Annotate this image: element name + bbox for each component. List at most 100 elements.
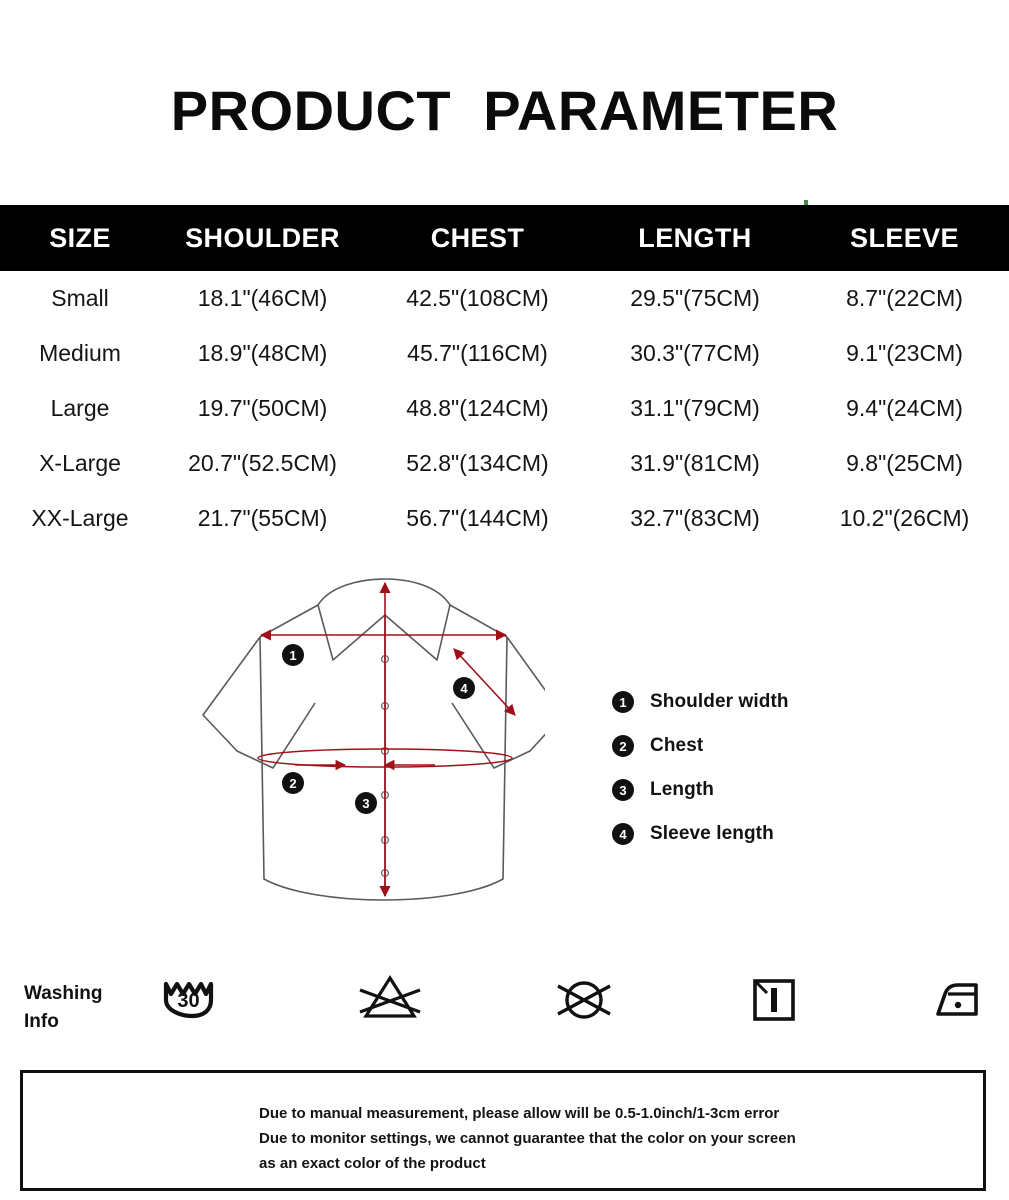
marker-1-circle bbox=[282, 644, 304, 666]
legend-label-sleeve-length: Sleeve length bbox=[650, 823, 774, 844]
table-body: Small 18.1"(46CM) 42.5"(108CM) 29.5"(75C… bbox=[0, 271, 1009, 546]
bleach-cross-line-2 bbox=[359, 988, 421, 1014]
disclaimer-line-3: as an exact color of the product bbox=[259, 1155, 486, 1172]
care-symbols-row: 30 bbox=[140, 962, 1000, 1038]
iron-heat-dot bbox=[954, 1001, 962, 1009]
legend-item-shoulder-width: 1 Shoulder width bbox=[612, 680, 892, 724]
cell-shoulder: 21.7"(55CM) bbox=[197, 505, 328, 531]
right-yoke-line bbox=[449, 604, 508, 638]
legend-item-chest: 2 Chest bbox=[612, 724, 892, 768]
cell-length: 30.3"(77CM) bbox=[630, 340, 760, 366]
shirt-measurement-diagram: 1 2 3 4 bbox=[185, 555, 564, 925]
column-header-sleeve: SLEEVE bbox=[850, 222, 959, 253]
cell-size: X-Large bbox=[39, 450, 121, 476]
cell-chest: 48.8"(124CM) bbox=[406, 395, 549, 421]
legend-badge-2-icon: 2 bbox=[612, 735, 634, 757]
cell-shoulder: 18.9"(48CM) bbox=[197, 340, 328, 366]
table-header-row: SIZE SHOULDER CHEST LENGTH SLEEVE bbox=[0, 205, 1009, 271]
cell-length: 29.5"(75CM) bbox=[630, 285, 760, 311]
cell-shoulder: 20.7"(52.5CM) bbox=[188, 450, 337, 476]
bleach-triangle-shape bbox=[363, 975, 417, 1018]
table-row: Small 18.1"(46CM) 42.5"(108CM) 29.5"(75C… bbox=[0, 271, 1009, 326]
cell-sleeve: 10.2"(26CM) bbox=[839, 505, 970, 531]
diagram-markers: 1 2 3 4 bbox=[282, 644, 475, 814]
washing-info-label: Washing Info bbox=[24, 980, 144, 1035]
shirt-outline bbox=[202, 578, 564, 901]
table-header: SIZE SHOULDER CHEST LENGTH SLEEVE bbox=[0, 205, 1009, 271]
do-not-dry-clean-svg bbox=[557, 981, 611, 1019]
dry-square-shape bbox=[753, 979, 795, 1021]
machine-wash-30-icon: 30 bbox=[154, 962, 230, 1038]
legend-badge-3-icon: 3 bbox=[612, 779, 634, 801]
marker-1-label: 1 bbox=[289, 648, 296, 663]
marker-2-label: 2 bbox=[289, 776, 296, 791]
disclaimer-line-2: Due to monitor settings, we cannot guara… bbox=[259, 1130, 796, 1147]
shirt-diagram-svg: 1 2 3 4 bbox=[202, 578, 564, 901]
do-not-dry-clean-icon bbox=[546, 962, 622, 1038]
marker-3-circle bbox=[355, 792, 377, 814]
drip-dry-in-shade-icon bbox=[736, 962, 812, 1038]
dry-clean-circle-shape bbox=[565, 981, 603, 1019]
washing-info-line2: Info bbox=[24, 1010, 59, 1032]
legend-label-shoulder-width: Shoulder width bbox=[650, 691, 789, 712]
drip-dry-in-shade-svg bbox=[753, 979, 795, 1021]
measurement-legend: 1 Shoulder width 2 Chest 3 Length 4 Slee… bbox=[612, 680, 892, 856]
page-title: PRODUCT PARAMETER bbox=[170, 79, 839, 142]
cell-size: Large bbox=[50, 395, 110, 421]
legend-label-chest: Chest bbox=[650, 735, 704, 756]
table-row: Large 19.7"(50CM) 48.8"(124CM) 31.1"(79C… bbox=[0, 381, 1009, 436]
size-chart-table: SIZE SHOULDER CHEST LENGTH SLEEVE Small … bbox=[0, 205, 1009, 546]
cell-size: Medium bbox=[39, 340, 121, 366]
disclaimer-box: Due to manual measurement, please allow … bbox=[20, 1070, 986, 1191]
marker-2-circle bbox=[282, 772, 304, 794]
cell-length: 31.9"(81CM) bbox=[630, 450, 760, 476]
column-header-shoulder: SHOULDER bbox=[185, 222, 340, 253]
collar-path bbox=[317, 604, 451, 661]
sleeve-measure-arrow bbox=[453, 648, 516, 716]
legend-badge-1-icon: 1 bbox=[612, 691, 634, 713]
legend-badge-4-icon: 4 bbox=[612, 823, 634, 845]
legend-item-length: 3 Length bbox=[612, 768, 892, 812]
cell-chest: 56.7"(144CM) bbox=[406, 505, 549, 531]
iron-low-heat-svg bbox=[936, 983, 978, 1016]
cell-sleeve: 9.4"(24CM) bbox=[846, 395, 963, 421]
machine-wash-30-svg: 30 bbox=[163, 981, 214, 1019]
wash-tub-shape bbox=[163, 981, 214, 1019]
cell-size: Small bbox=[51, 285, 109, 311]
cell-chest: 45.7"(116CM) bbox=[407, 340, 548, 366]
cell-shoulder: 19.7"(50CM) bbox=[197, 395, 328, 421]
disclaimer-line-1: Due to manual measurement, please allow … bbox=[259, 1105, 780, 1122]
cell-shoulder: 18.1"(46CM) bbox=[197, 285, 328, 311]
right-sleeve-path bbox=[451, 636, 564, 769]
column-header-length: LENGTH bbox=[638, 222, 752, 253]
cell-chest: 42.5"(108CM) bbox=[406, 285, 549, 311]
table-row: Medium 18.9"(48CM) 45.7"(116CM) 30.3"(77… bbox=[0, 326, 1009, 381]
neckline-path bbox=[317, 578, 451, 606]
cell-sleeve: 9.1"(23CM) bbox=[846, 340, 963, 366]
dry-clean-cross-line-2 bbox=[557, 984, 611, 1016]
washing-info-line1: Washing bbox=[24, 983, 103, 1004]
left-yoke-line bbox=[259, 604, 319, 638]
column-header-chest: CHEST bbox=[430, 222, 525, 253]
cell-length: 31.1"(79CM) bbox=[630, 395, 760, 421]
dry-corner-mark bbox=[754, 980, 769, 995]
disclaimer-text: Due to manual measurement, please allow … bbox=[259, 1101, 959, 1176]
cell-sleeve: 8.7"(22CM) bbox=[846, 285, 963, 311]
marker-3-label: 3 bbox=[362, 796, 369, 811]
column-header-size: SIZE bbox=[49, 222, 111, 253]
iron-body-shape bbox=[936, 983, 978, 1016]
do-not-bleach-icon bbox=[352, 962, 428, 1038]
wash-temperature-label: 30 bbox=[177, 990, 199, 1012]
legend-label-length: Length bbox=[650, 779, 714, 800]
marker-4-circle bbox=[453, 677, 475, 699]
green-pixel-artifact bbox=[804, 200, 808, 209]
cell-chest: 52.8"(134CM) bbox=[406, 450, 549, 476]
left-sleeve-path bbox=[202, 636, 316, 769]
marker-4-label: 4 bbox=[460, 681, 468, 696]
cell-length: 32.7"(83CM) bbox=[630, 505, 760, 531]
body-outline-path bbox=[259, 636, 508, 901]
dry-vertical-bar bbox=[771, 988, 777, 1012]
do-not-bleach-svg bbox=[359, 975, 421, 1018]
cell-size: XX-Large bbox=[31, 505, 129, 531]
legend-item-sleeve-length: 4 Sleeve length bbox=[612, 812, 892, 856]
